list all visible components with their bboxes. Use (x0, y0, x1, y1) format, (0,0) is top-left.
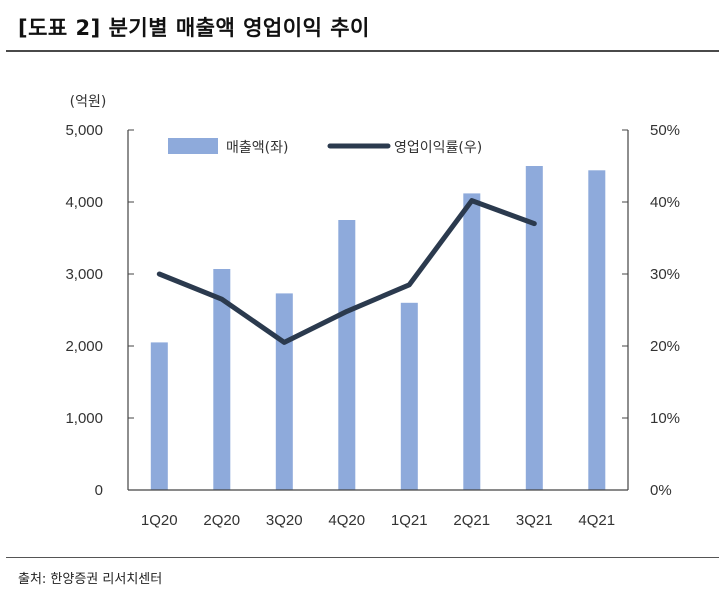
right-tick-label: 40% (650, 194, 680, 211)
chart: 0 1,000 2,000 3,000 4,000 5,000 0% 10% 20% 30% 40%… (65, 94, 680, 529)
category-label: 3Q20 (266, 512, 303, 529)
legend-bar-label: 매출액(좌) (226, 140, 288, 156)
category-label: 1Q20 (141, 512, 178, 529)
bar-1Q20 (150, 342, 168, 490)
category-label: 3Q21 (516, 512, 553, 529)
source-divider (6, 557, 719, 558)
bar-4Q21 (588, 170, 606, 491)
category-label: 4Q20 (328, 512, 365, 529)
title-divider (6, 50, 719, 52)
y-axis-unit-label: (억원) (70, 94, 107, 110)
left-tick-label: 1,000 (65, 410, 103, 427)
right-tick-label: 0% (650, 482, 672, 499)
right-tick-label: 20% (650, 338, 680, 355)
bar-4Q20 (338, 220, 356, 490)
category-label: 2Q21 (453, 512, 490, 529)
left-tick-label: 4,000 (65, 194, 103, 211)
operating-margin-line (156, 198, 537, 345)
category-label: 2Q20 (203, 512, 240, 529)
bar-3Q20 (275, 293, 293, 490)
left-tick-label: 3,000 (65, 266, 103, 283)
left-tick-label: 5,000 (65, 122, 103, 139)
right-tick-label: 10% (650, 410, 680, 427)
category-label: 4Q21 (578, 512, 615, 529)
page-title: [도표 2] 분기별 매출액 영업이익 추이 (18, 16, 370, 40)
bar-2Q20 (213, 269, 231, 490)
legend-line-label: 영업이익률(우) (394, 140, 482, 156)
right-tick-label: 30% (650, 266, 680, 283)
source-note: 출처: 한양증권 리서치센터 (18, 572, 163, 587)
bar-1Q21 (400, 302, 418, 490)
category-label: 1Q21 (391, 512, 428, 529)
left-tick-label: 2,000 (65, 338, 103, 355)
legend-bar-swatch (168, 138, 218, 154)
bar-2Q21 (463, 193, 481, 490)
bar-3Q21 (525, 166, 543, 490)
right-tick-label: 50% (650, 122, 680, 139)
left-tick-label: 0 (95, 482, 103, 499)
